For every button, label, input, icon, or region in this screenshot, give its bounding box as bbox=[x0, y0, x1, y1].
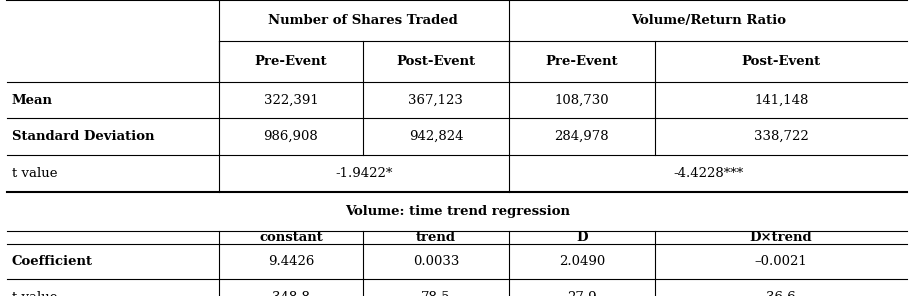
Text: Post-Event: Post-Event bbox=[396, 55, 475, 68]
Text: 36.6: 36.6 bbox=[765, 291, 795, 296]
Text: 338,722: 338,722 bbox=[752, 130, 808, 143]
Text: 27.9: 27.9 bbox=[567, 291, 596, 296]
Text: 2.0490: 2.0490 bbox=[558, 255, 604, 268]
Text: Pre-Event: Pre-Event bbox=[254, 55, 327, 68]
Text: 108,730: 108,730 bbox=[554, 94, 609, 107]
Text: Coefficient: Coefficient bbox=[12, 255, 93, 268]
Text: -4.4228***: -4.4228*** bbox=[672, 167, 742, 180]
Text: constant: constant bbox=[259, 231, 322, 244]
Text: 9.4426: 9.4426 bbox=[268, 255, 313, 268]
Text: Post-Event: Post-Event bbox=[741, 55, 820, 68]
Text: t value: t value bbox=[12, 167, 57, 180]
Text: 348.8: 348.8 bbox=[271, 291, 310, 296]
Text: 0.0033: 0.0033 bbox=[413, 255, 458, 268]
Text: 367,123: 367,123 bbox=[408, 94, 463, 107]
Text: 78.5: 78.5 bbox=[421, 291, 450, 296]
Text: -1.9422*: -1.9422* bbox=[335, 167, 392, 180]
Text: 141,148: 141,148 bbox=[753, 94, 807, 107]
Text: D: D bbox=[576, 231, 587, 244]
Text: 322,391: 322,391 bbox=[263, 94, 318, 107]
Text: Volume: time trend regression: Volume: time trend regression bbox=[344, 205, 569, 218]
Text: t value: t value bbox=[12, 291, 57, 296]
Text: D×trend: D×trend bbox=[749, 231, 812, 244]
Text: 986,908: 986,908 bbox=[263, 130, 318, 143]
Text: –0.0021: –0.0021 bbox=[754, 255, 806, 268]
Text: trend: trend bbox=[415, 231, 456, 244]
Text: Volume/Return Ratio: Volume/Return Ratio bbox=[630, 14, 784, 27]
Text: 284,978: 284,978 bbox=[554, 130, 609, 143]
Text: Mean: Mean bbox=[12, 94, 53, 107]
Text: Number of Shares Traded: Number of Shares Traded bbox=[268, 14, 457, 27]
Text: 942,824: 942,824 bbox=[408, 130, 463, 143]
Text: Standard Deviation: Standard Deviation bbox=[12, 130, 154, 143]
Text: Pre-Event: Pre-Event bbox=[545, 55, 618, 68]
